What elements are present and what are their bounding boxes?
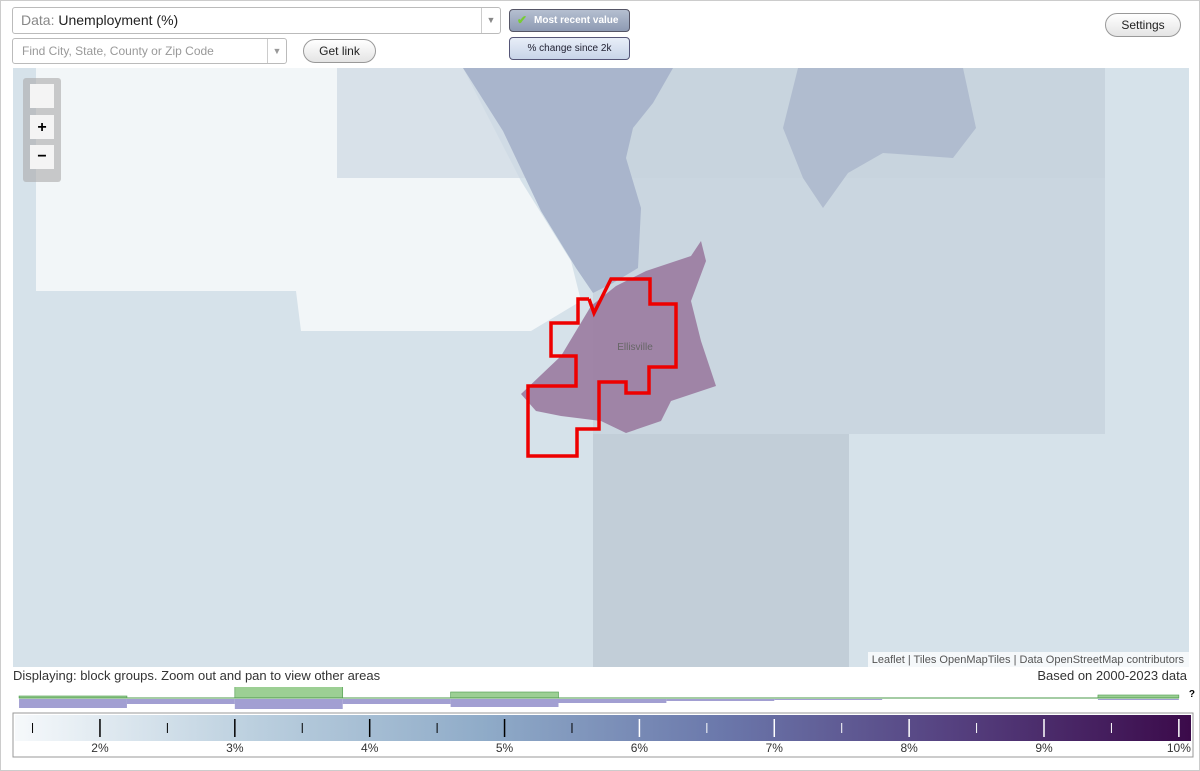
attribution: Leaflet | Tiles OpenMapTiles | Data Open… [872,654,1185,666]
search-input[interactable]: Find City, State, County or Zip Code ▼ [12,38,287,64]
histogram-bar [558,699,667,703]
tick-label: 10% [1167,741,1191,755]
histogram-bar [450,699,559,707]
most-recent-toggle[interactable]: ✔ Most recent value [509,9,630,32]
dropdown-arrow[interactable]: ▼ [481,8,500,33]
displaying-note: Displaying: block groups. Zoom out and p… [13,668,381,683]
histogram-bar [19,699,127,708]
legend: ? 2% 3% 4% 5% 6% 7% 8% 9% 10% [12,687,1195,758]
zoom-out-icon: − [37,148,46,165]
histogram-bar [1097,699,1179,700]
histogram-bar [666,699,775,701]
data-value: Unemployment (%) [58,12,179,28]
fullscreen-button[interactable] [30,84,54,108]
zoom-in-icon: + [37,119,46,136]
histogram-bar [342,699,451,704]
help-icon[interactable]: ? [1189,689,1195,700]
region-dark [463,68,673,293]
zoom-in-button[interactable] [30,115,54,139]
get-link-button[interactable]: Get link [303,39,376,63]
most-recent-label: Most recent value [534,15,619,26]
data-select[interactable]: Data: Unemployment (%) ▼ [12,7,501,34]
region-dark [783,68,976,208]
histogram-bar [126,699,235,704]
dropdown-arrow[interactable]: ▼ [267,39,286,63]
based-on-note: Based on 2000-2023 data [1037,668,1187,683]
tick-label: 6% [631,741,649,755]
histogram-bar [234,687,344,699]
tick-label: 3% [226,741,244,755]
tick-label: 4% [361,741,379,755]
histogram-bar [774,699,883,700]
selected-outline[interactable] [526,277,678,458]
histogram-bar [234,699,343,709]
check-icon: ✔ [517,13,528,27]
region [593,434,849,667]
histogram-bar [450,691,559,699]
tick-label: 5% [496,741,514,755]
data-prefix: Data: [21,12,55,28]
change-toggle[interactable]: % change since 2k [509,37,630,60]
place-label: Ellisville [617,342,653,353]
tick-label: 8% [900,741,918,755]
tick-label: 2% [91,741,109,755]
search-placeholder: Find City, State, County or Zip Code [22,44,214,58]
map[interactable]: Ellisville + − Leaflet | Tiles OpenMapTi… [13,68,1189,667]
color-scale [15,715,1191,741]
tick-label: 7% [766,741,784,755]
attribution-bg [868,652,1189,667]
zoom-out-button[interactable] [30,145,54,169]
tick-label: 9% [1035,741,1053,755]
settings-button[interactable]: Settings [1105,13,1181,37]
